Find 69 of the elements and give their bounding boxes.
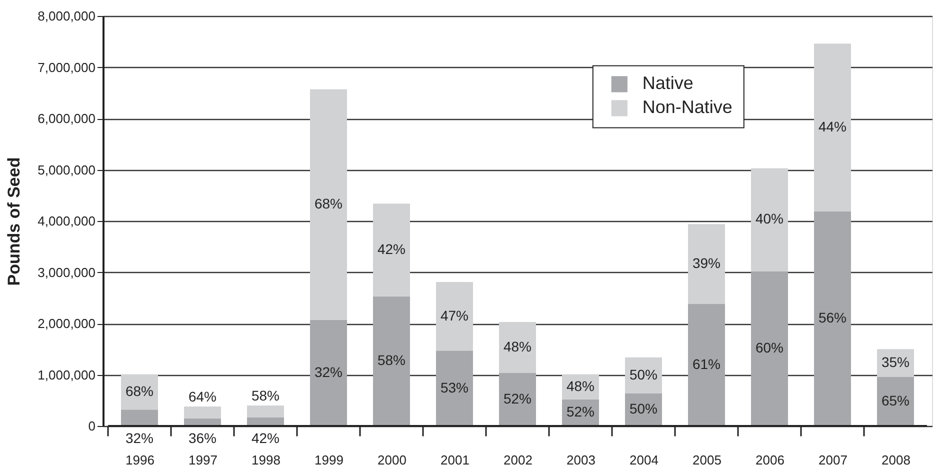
bar (499, 372, 536, 426)
annotation: 53% (440, 379, 469, 396)
annotation: 56% (818, 310, 847, 326)
annotation: 50% (629, 366, 658, 382)
x-tick-label: 2003 (566, 452, 596, 468)
x-tick-label: 2005 (692, 452, 722, 468)
text: 36% (188, 430, 217, 446)
y-tick-label: 7,000,000 (38, 60, 96, 75)
x-tick-label: 2007 (818, 452, 848, 468)
annotation: 65% (881, 392, 910, 408)
bar (247, 406, 284, 418)
annotation: 47% (440, 307, 469, 324)
annotation: 52% (503, 390, 532, 406)
bar (751, 168, 788, 272)
bar (751, 271, 788, 426)
annotation: 39% (692, 255, 721, 272)
bar (688, 304, 725, 426)
x-tick-label: 2002 (504, 452, 532, 468)
y-tick-label: 4,000,000 (38, 214, 96, 228)
annotation: 48% (503, 338, 532, 354)
y-tick-label: 0 (88, 418, 96, 434)
annotation: 58% (251, 388, 280, 404)
x-tick-label: 2000 (378, 452, 406, 468)
text: 32% (125, 430, 154, 446)
x-tick-label: 2004 (630, 452, 658, 468)
annotation: 35% (881, 354, 910, 370)
y-tick-label: 8,000,000 (38, 8, 96, 24)
annotation: 50% (629, 400, 658, 417)
annotation: 48% (566, 378, 595, 394)
x-tick-label: 2006 (756, 452, 784, 468)
x-tick-label: 2001 (440, 452, 470, 468)
annotation: 40% (755, 210, 784, 227)
annotation: 58% (377, 352, 406, 368)
bar (814, 211, 851, 426)
text: 42% (251, 430, 280, 446)
y-tick-label: 1,000,000 (38, 367, 96, 382)
annotation: 64% (188, 388, 217, 405)
y-tick-label: 5,000,000 (38, 162, 96, 178)
y-tick-label: 2,000,000 (38, 316, 96, 331)
bar (121, 410, 158, 426)
legend-label: Native (642, 73, 694, 94)
annotation: 61% (692, 356, 721, 372)
legend-label: Non-Native (642, 97, 732, 118)
x-tick-label: 1996 (126, 452, 154, 468)
bar (499, 322, 536, 373)
x-tick-label: 1998 (252, 452, 280, 468)
annotation: 44% (818, 118, 847, 134)
bar (310, 320, 347, 426)
y-tick-label: 3,000,000 (38, 264, 96, 280)
bar (688, 224, 725, 304)
x-tick-label: 2008 (882, 452, 910, 468)
annotation: 32% (314, 364, 343, 380)
bar (877, 376, 914, 426)
bar (814, 44, 851, 212)
bar (436, 282, 473, 351)
y-axis-title: Pounds of Seed (4, 157, 24, 286)
annotation: 60% (755, 340, 784, 356)
annotation: 68% (125, 382, 154, 399)
bar (184, 406, 221, 418)
y-tick-label: 6,000,000 (38, 111, 96, 126)
annotation: 42% (377, 240, 406, 257)
bar (373, 296, 410, 426)
annotation: 52% (566, 404, 595, 420)
bar (310, 89, 347, 320)
x-tick-label: 1999 (314, 452, 344, 468)
x-tick-label: 1997 (188, 452, 218, 468)
bar (436, 350, 473, 426)
annotation: 68% (314, 196, 343, 212)
bar (373, 204, 410, 296)
